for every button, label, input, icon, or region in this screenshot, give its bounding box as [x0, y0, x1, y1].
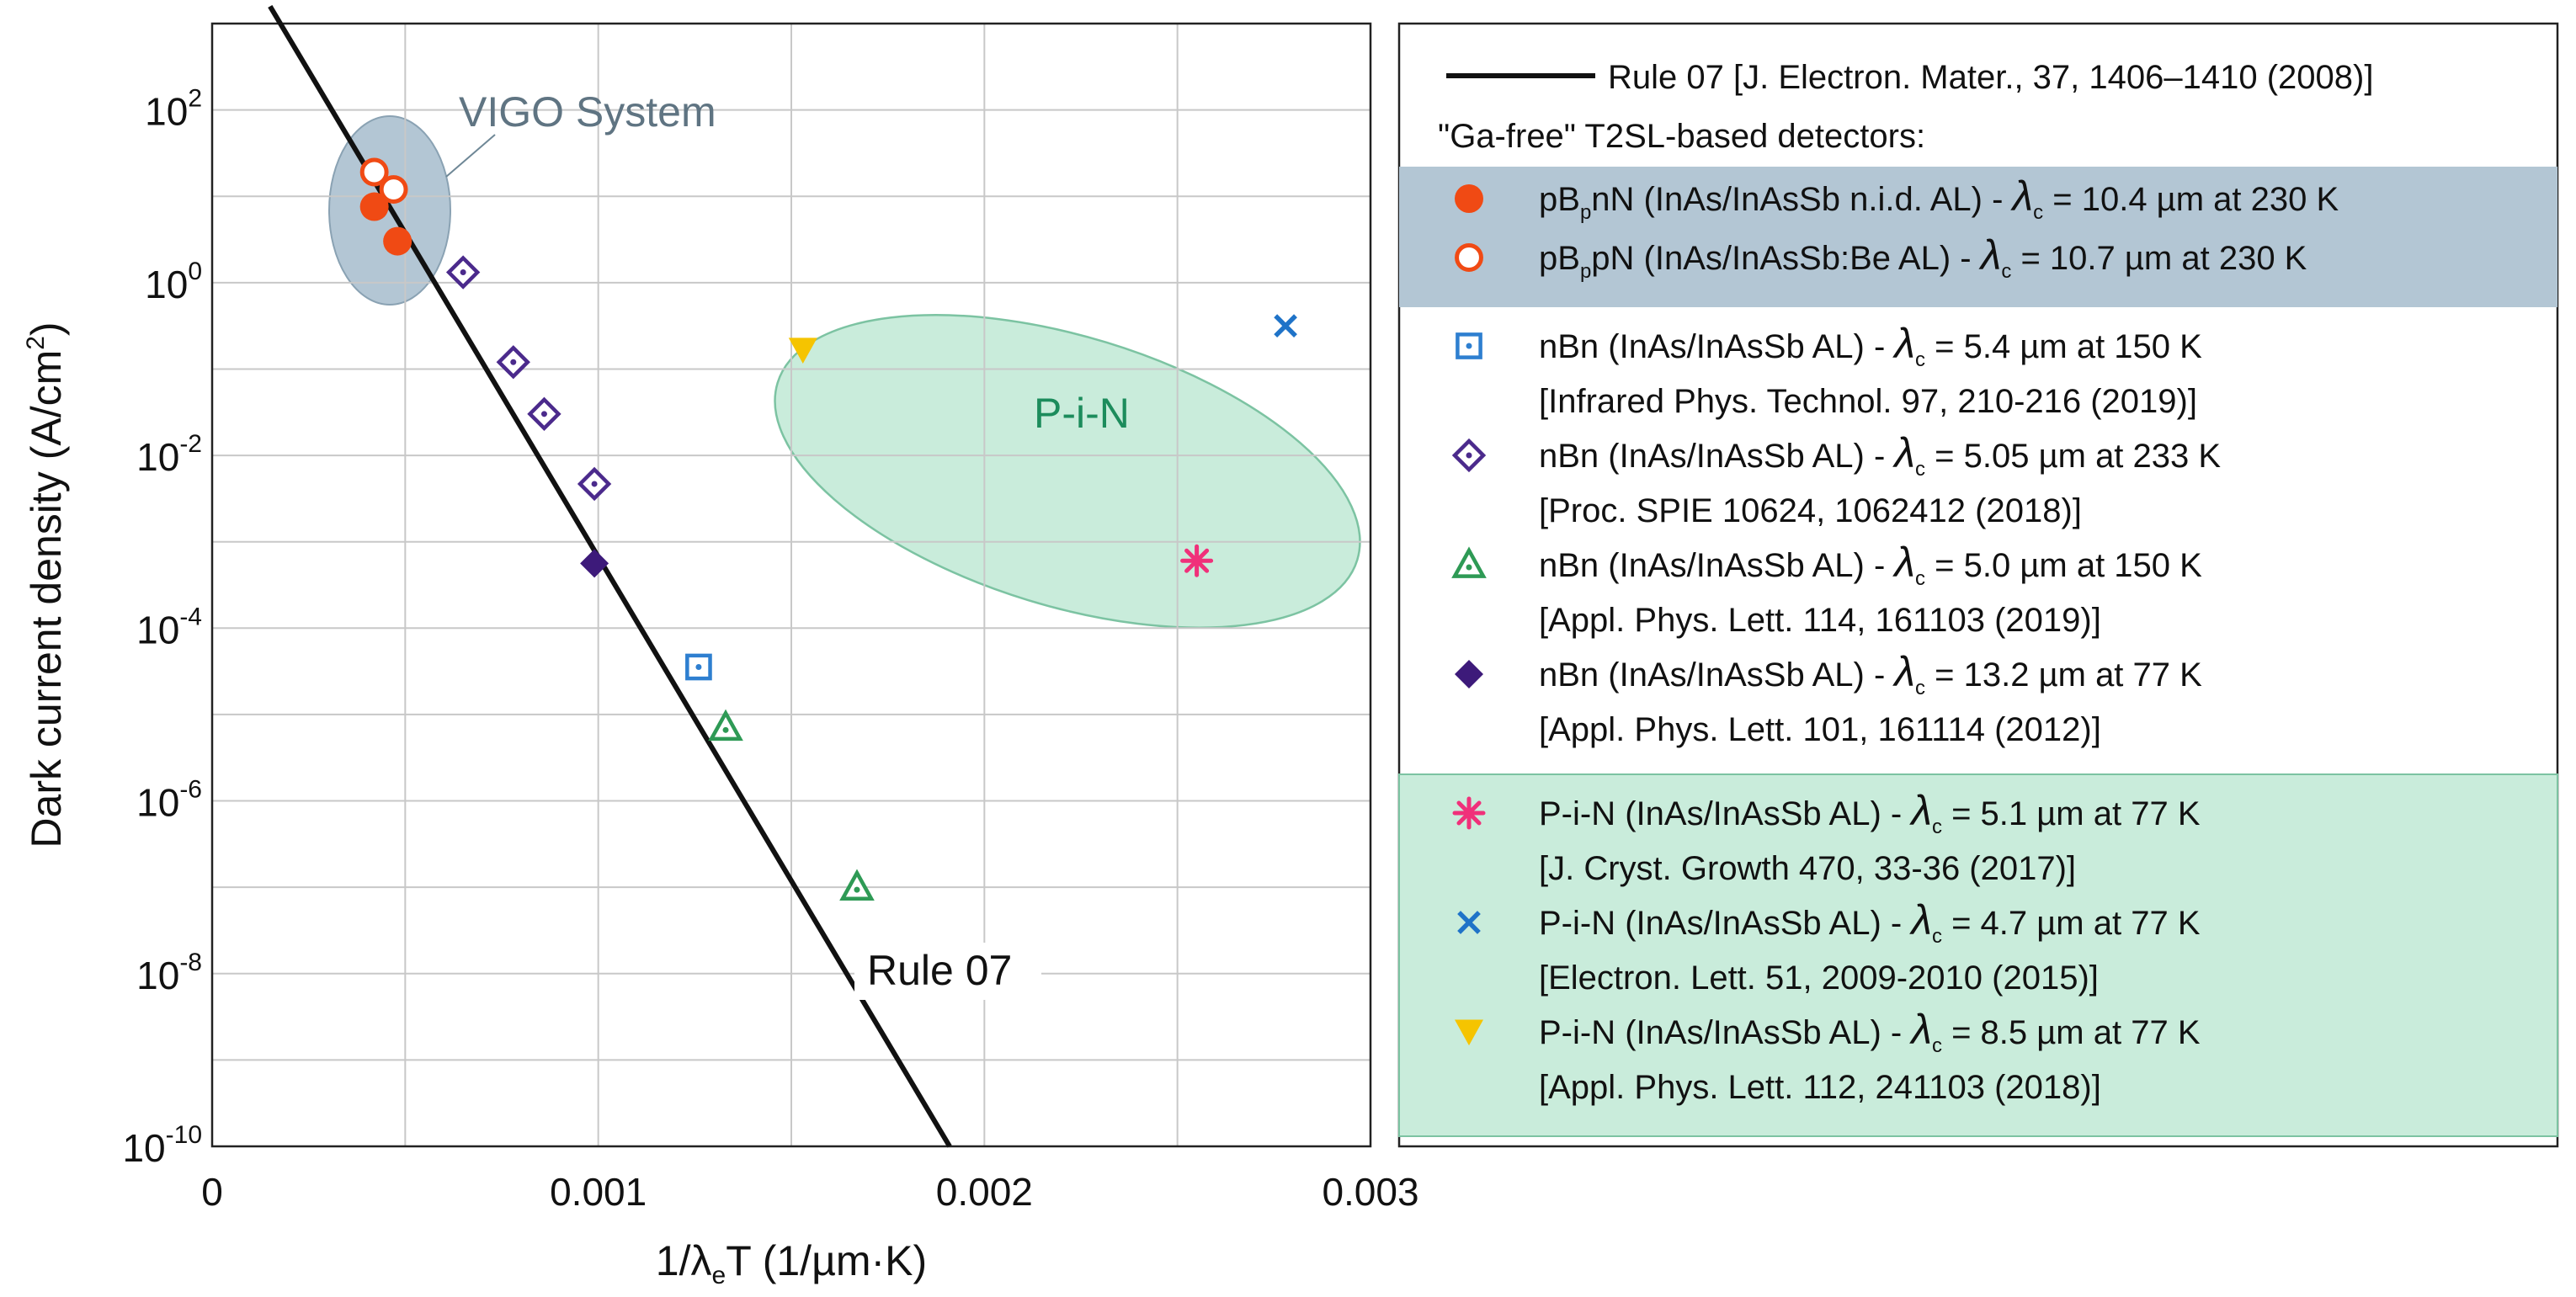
legend-pin-band: [1398, 773, 2558, 1137]
legend-vigo-band: [1399, 167, 2557, 307]
legend-rule07-text: Rule 07 [J. Electron. Mater., 37, 1406–1…: [1608, 59, 2373, 96]
x-tick-label: 0.003: [1322, 1170, 1418, 1214]
legend-item-reference: [Infrared Phys. Technol. 97, 210-216 (20…: [1539, 383, 2197, 420]
data-point-filled-down-triangle: [788, 338, 817, 364]
legend-item-text: nBn (InAs/InAsSb AL) - λc = 13.2 µm at 7…: [1539, 648, 2202, 699]
legend-item-text: P-i-N (InAs/InAsSb AL) - λc = 8.5 µm at …: [1539, 1006, 2201, 1057]
legend-item-reference: [Appl. Phys. Lett. 114, 161103 (2019)]: [1539, 602, 2101, 639]
rule07-line-label: Rule 07: [867, 947, 1012, 994]
legend-marker: [1455, 184, 1483, 213]
data-point-square-dot: [685, 653, 712, 681]
y-tick-label: 102: [145, 85, 202, 134]
y-tick-label: 100: [145, 258, 202, 306]
legend-marker: [1455, 1019, 1483, 1046]
data-point-filled-circle: [383, 226, 412, 256]
legend-item-reference: [Proc. SPIE 10624, 1062412 (2018)]: [1539, 492, 2082, 529]
legend-frame: [1397, 22, 2559, 1148]
legend-item-text: pBppN (InAs/InAsSb:Be AL) - λc = 10.7 µm…: [1539, 231, 2307, 283]
data-point-filled-diamond: [580, 549, 609, 578]
data-point-open-circle: [359, 157, 389, 187]
data-point-diamond-dot: [577, 466, 612, 502]
legend-item-reference: [J. Cryst. Growth 470, 33-36 (2017)]: [1539, 850, 2076, 887]
legend-item-reference: [Electron. Lett. 51, 2009-2010 (2015)]: [1539, 959, 2099, 997]
legend-marker: [1456, 332, 1482, 359]
data-point-diamond-dot: [527, 396, 562, 432]
rule07-label-bg: [854, 943, 1041, 1000]
pin-region: [774, 314, 1361, 629]
legend-item-text: pBpnN (InAs/InAsSb n.i.d. AL) - λc = 10.…: [1539, 173, 2339, 224]
legend-marker: [1457, 911, 1481, 934]
x-tick-label: 0: [201, 1170, 223, 1214]
vigo-region-label: VIGO System: [459, 88, 716, 136]
data-point-triangle-dot: [839, 869, 875, 901]
legend-marker: [1455, 243, 1483, 272]
x-axis-title: 1/λeT (1/µm·K): [656, 1237, 927, 1289]
y-tick-label: 10-4: [136, 603, 202, 651]
data-point-diamond-dot: [445, 255, 481, 290]
legend-group-heading: "Ga-free" T2SL-based detectors:: [1438, 118, 1925, 155]
data-point-triangle-dot: [708, 709, 743, 742]
data-point-x: [1274, 314, 1297, 338]
legend-item-text: P-i-N (InAs/InAsSb AL) - λc = 4.7 µm at …: [1539, 896, 2201, 948]
legend-marker: [1455, 660, 1483, 688]
y-tick-label: 10-6: [136, 776, 202, 825]
y-axis-title: Dark current density (A/cm2): [22, 322, 70, 848]
legend-item-text: nBn (InAs/InAsSb AL) - λc = 5.4 µm at 15…: [1539, 320, 2202, 371]
y-tick-label: 10-2: [136, 430, 202, 479]
x-tick-label: 0.002: [936, 1170, 1033, 1214]
legend-marker: [1451, 438, 1487, 473]
legend-item-reference: [Appl. Phys. Lett. 101, 161114 (2012)]: [1539, 711, 2101, 748]
pin-region-label: P-i-N: [1034, 390, 1130, 437]
legend-item-text: nBn (InAs/InAsSb AL) - λc = 5.05 µm at 2…: [1539, 429, 2221, 481]
legend-item-text: nBn (InAs/InAsSb AL) - λc = 5.0 µm at 15…: [1539, 539, 2202, 590]
vigo-label-leader: [445, 134, 496, 178]
data-point-open-circle: [379, 175, 408, 204]
y-tick-label: 10-10: [122, 1121, 202, 1170]
x-tick-label: 0.001: [550, 1170, 647, 1214]
legend-marker: [1451, 546, 1487, 578]
data-point-diamond-dot: [496, 345, 530, 380]
legend-item-text: P-i-N (InAs/InAsSb AL) - λc = 5.1 µm at …: [1539, 787, 2201, 838]
legend-marker: [1452, 796, 1486, 830]
y-tick-label: 10-8: [136, 949, 202, 997]
data-point-filled-circle: [359, 192, 389, 221]
plot-frame: [210, 22, 1372, 1148]
legend-item-reference: [Appl. Phys. Lett. 112, 241103 (2018)]: [1539, 1069, 2101, 1106]
data-point-asterisk: [1180, 544, 1214, 577]
